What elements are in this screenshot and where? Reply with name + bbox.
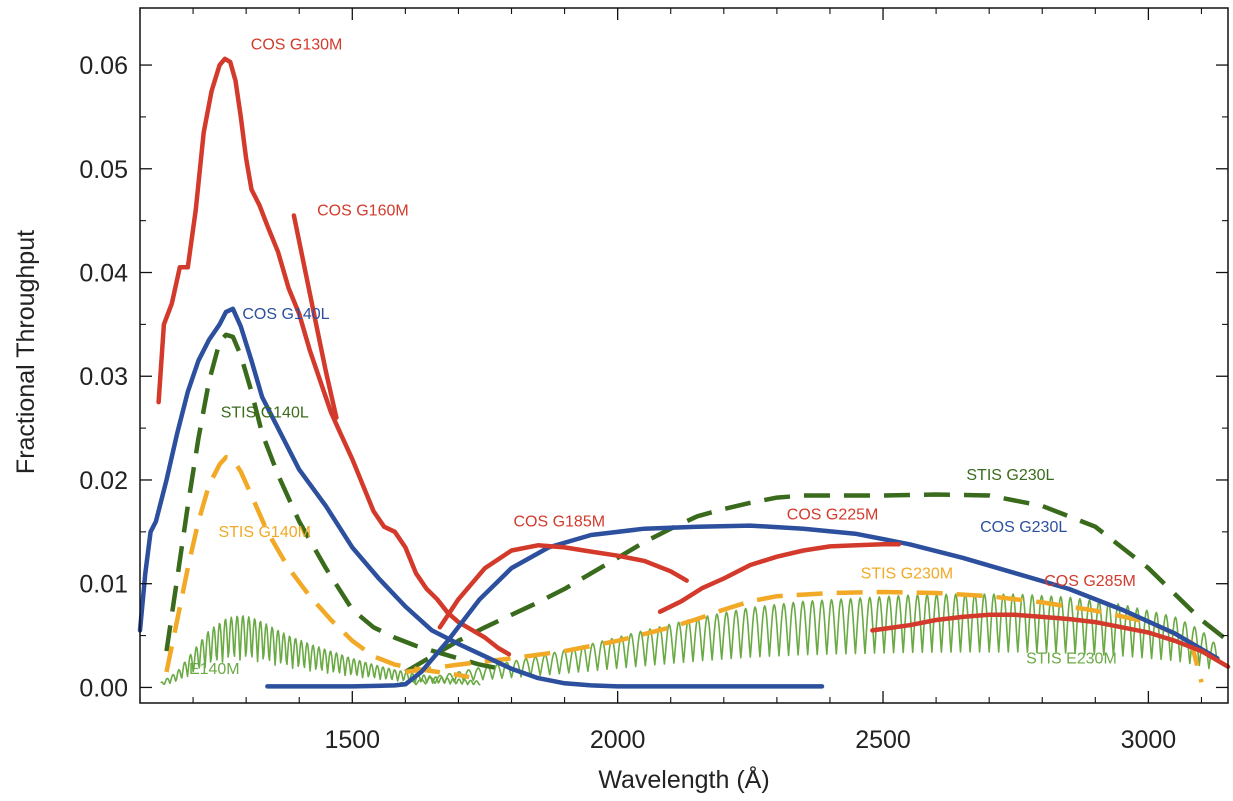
series-cos-g225m-line	[657, 542, 902, 614]
series-stis-g230l-line	[404, 492, 1230, 674]
label-stis-g230m: STIS G230M	[861, 566, 953, 583]
label-cos-g225m: COS G225M	[787, 506, 879, 523]
y-tick-label: 0.02	[79, 467, 128, 495]
label-cos-g130m: COS G130M	[251, 36, 343, 53]
annotation-layer: COS G130M COS G160M COS G140L STIS G140L STI…	[189, 36, 1136, 677]
label-cos-g230l: COS G230L	[980, 519, 1067, 536]
x-tick-label: 1500	[324, 726, 380, 754]
y-tick-label: 0.04	[79, 260, 128, 288]
label-cos-g285m: COS G285M	[1044, 573, 1136, 590]
x-tick-label: 2000	[590, 726, 646, 754]
x-tick-label: 3000	[1121, 726, 1177, 754]
y-tick-label: 0.06	[79, 52, 128, 80]
x-axis-title: Wavelength (Å)	[598, 764, 769, 794]
series-cos-g130m-line	[156, 56, 512, 657]
y-tick-label: 0.01	[79, 571, 128, 599]
x-axis: 1500 2000 2500 3000	[139, 8, 1203, 754]
series-stis-g230m-line	[405, 589, 1204, 683]
series-cos-g140l-line	[265, 523, 1220, 689]
y-axis-title: Fractional Throughput	[12, 230, 40, 474]
series-cos-g160m-line	[291, 213, 339, 420]
series-cos-g185m-line	[437, 543, 689, 630]
label-e140m: E140M	[189, 661, 240, 678]
series-cos-g285m-line	[870, 612, 1231, 669]
y-tick-label: 0.05	[79, 156, 128, 184]
y-tick-label: 0.00	[79, 674, 128, 702]
label-cos-g140l: COS G140L	[242, 306, 329, 323]
label-cos-g185m: COS G185M	[513, 514, 605, 531]
label-stis-g230l: STIS G230L	[966, 467, 1054, 484]
series-stis-g140m-line	[164, 454, 470, 680]
series-stis-g140l-line	[164, 332, 502, 672]
label-stis-g140m: STIS G140M	[218, 524, 310, 541]
y-axis: 0.00 0.01 0.02 0.03 0.04 0.05 0.06	[79, 52, 1228, 702]
label-stis-e230m: STIS E230M	[1026, 651, 1117, 668]
x-tick-label: 2500	[855, 726, 911, 754]
y-tick-label: 0.03	[79, 363, 128, 391]
label-stis-g140l: STIS G140L	[221, 405, 309, 422]
series-cos-g140l-line	[137, 306, 825, 689]
label-cos-g160m: COS G160M	[317, 202, 409, 219]
series-stis-e230m-line	[391, 593, 1218, 687]
plot-frame	[139, 7, 1229, 704]
series-layer	[137, 56, 1231, 689]
